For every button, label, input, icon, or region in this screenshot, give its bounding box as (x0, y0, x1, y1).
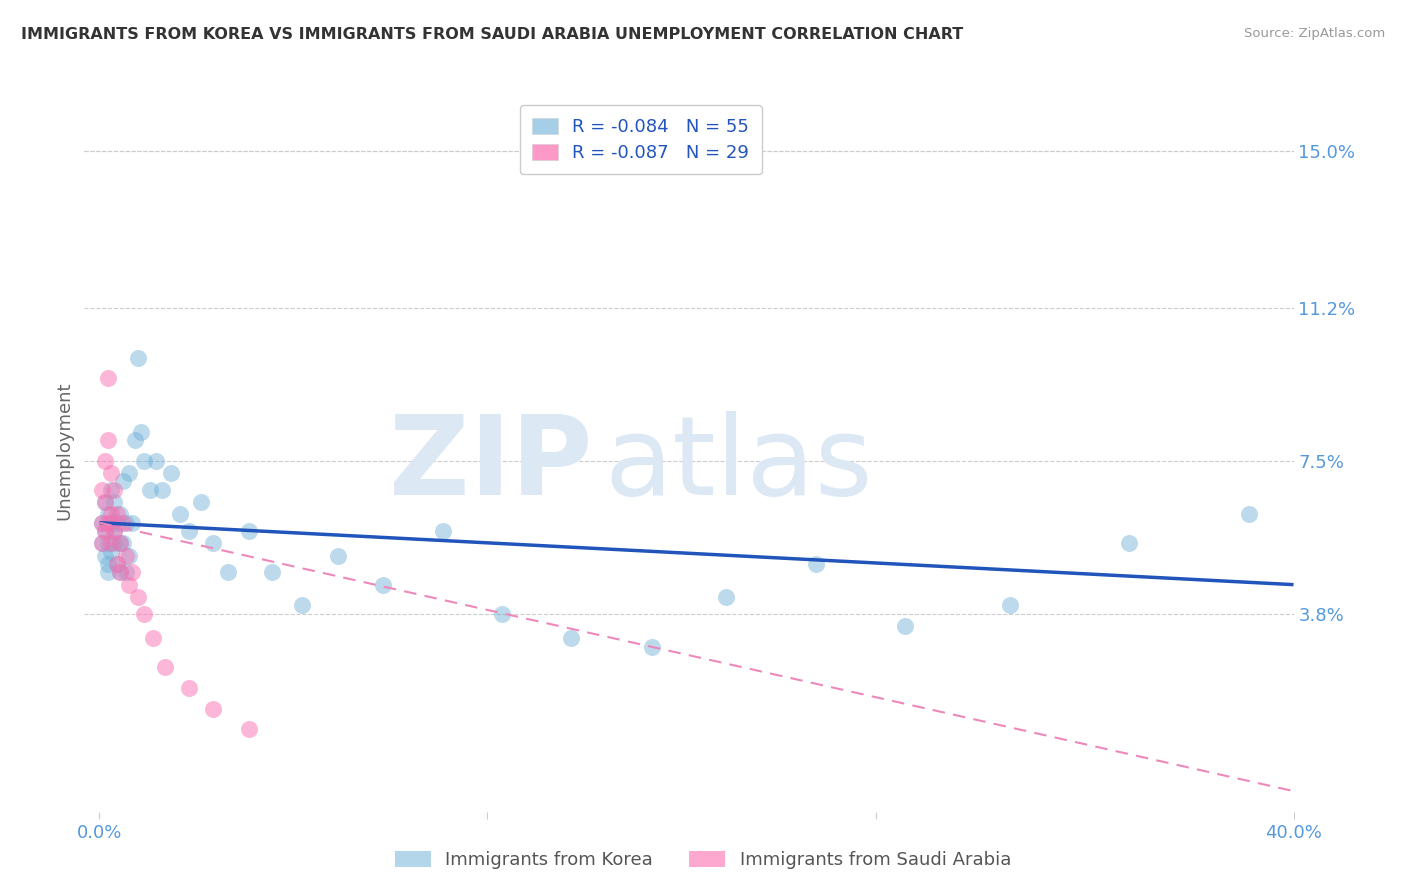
Point (177, 524, 200, 538)
Point (291, 599, 314, 613)
Legend: Immigrants from Korea, Immigrants from Saudi Arabia: Immigrants from Korea, Immigrants from S… (385, 842, 1021, 879)
Point (94, 495, 117, 509)
Point (108, 536, 131, 550)
Point (112, 475, 135, 489)
Point (100, 483, 122, 497)
Point (97, 536, 120, 550)
Point (238, 524, 260, 538)
Point (894, 619, 917, 633)
Point (142, 632, 165, 646)
Point (97, 557, 120, 571)
Point (190, 495, 212, 509)
Point (97, 508, 120, 522)
Point (132, 607, 155, 621)
Point (94, 524, 117, 538)
Point (100, 536, 122, 550)
Point (640, 640, 662, 654)
Point (97, 516, 120, 530)
Point (105, 508, 128, 522)
Point (217, 566, 239, 580)
Point (105, 557, 128, 571)
Point (97, 566, 120, 580)
Point (121, 516, 143, 530)
Point (105, 516, 128, 530)
Point (201, 701, 224, 715)
Point (716, 590, 738, 604)
Point (169, 508, 191, 522)
Point (97, 371, 120, 385)
Point (91, 483, 114, 497)
Point (94, 524, 117, 538)
Point (103, 495, 125, 509)
Text: ZIP: ZIP (389, 411, 592, 518)
Point (103, 524, 125, 538)
Text: atlas: atlas (605, 411, 873, 518)
Point (127, 351, 149, 365)
Point (121, 566, 143, 580)
Point (998, 599, 1021, 613)
Point (91, 516, 114, 530)
Point (112, 536, 135, 550)
Point (262, 566, 284, 580)
Point (371, 577, 394, 591)
Point (326, 549, 349, 563)
Point (103, 524, 125, 538)
Point (150, 483, 173, 497)
Point (139, 483, 162, 497)
Point (100, 516, 122, 530)
Point (94, 495, 117, 509)
Point (118, 466, 141, 480)
Point (91, 516, 114, 530)
Point (100, 466, 122, 480)
Point (100, 544, 122, 558)
Text: IMMIGRANTS FROM KOREA VS IMMIGRANTS FROM SAUDI ARABIA UNEMPLOYMENT CORRELATION C: IMMIGRANTS FROM KOREA VS IMMIGRANTS FROM… (21, 27, 963, 42)
Point (91, 536, 114, 550)
Point (103, 536, 125, 550)
Point (97, 433, 120, 447)
Point (132, 454, 155, 468)
Point (491, 607, 513, 621)
Point (560, 632, 582, 646)
Point (108, 508, 131, 522)
Point (124, 433, 146, 447)
Point (153, 660, 176, 674)
Point (115, 516, 138, 530)
Point (94, 549, 117, 563)
Point (112, 516, 135, 530)
Point (201, 536, 224, 550)
Point (94, 454, 117, 468)
Point (108, 566, 131, 580)
Point (1118, 536, 1140, 550)
Point (91, 536, 114, 550)
Y-axis label: Unemployment: Unemployment (55, 381, 73, 520)
Point (127, 590, 149, 604)
Point (145, 454, 167, 468)
Point (238, 722, 260, 736)
Point (108, 536, 131, 550)
Point (160, 466, 183, 480)
Point (115, 549, 138, 563)
Point (108, 566, 131, 580)
Point (103, 483, 125, 497)
Point (105, 557, 128, 571)
Point (118, 549, 141, 563)
Point (115, 566, 138, 580)
Text: Source: ZipAtlas.com: Source: ZipAtlas.com (1244, 27, 1385, 40)
Point (1237, 508, 1260, 522)
Point (129, 425, 152, 439)
Point (432, 524, 454, 538)
Point (804, 557, 827, 571)
Point (100, 508, 122, 522)
Legend: R = -0.084   N = 55, R = -0.087   N = 29: R = -0.084 N = 55, R = -0.087 N = 29 (520, 105, 762, 175)
Point (118, 577, 141, 591)
Point (177, 681, 200, 695)
